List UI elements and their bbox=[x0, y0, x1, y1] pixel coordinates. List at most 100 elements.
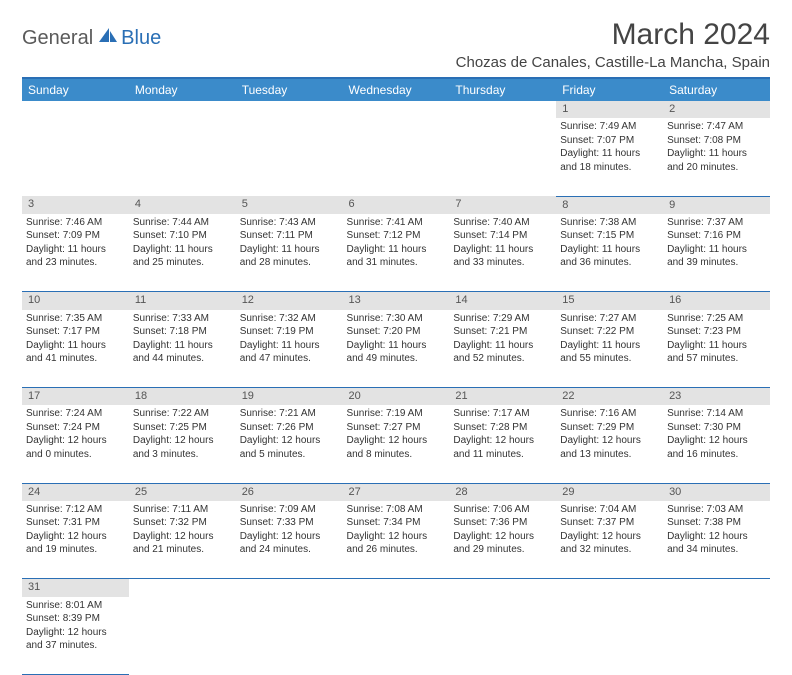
location: Chozas de Canales, Castille-La Mancha, S… bbox=[456, 54, 770, 71]
day-number-row: 3456789 bbox=[22, 196, 770, 214]
daylight-text: and 24 minutes. bbox=[240, 543, 339, 557]
daylight-text: and 57 minutes. bbox=[667, 352, 766, 366]
daylight-text: Daylight: 12 hours bbox=[133, 434, 232, 448]
day-number-cell: 7 bbox=[449, 196, 556, 214]
day-number-cell bbox=[556, 579, 663, 597]
day-cell: Sunrise: 7:04 AMSunset: 7:37 PMDaylight:… bbox=[556, 501, 663, 579]
daylight-text: Daylight: 12 hours bbox=[133, 530, 232, 544]
daylight-text: Daylight: 11 hours bbox=[667, 339, 766, 353]
daylight-text: Daylight: 12 hours bbox=[560, 530, 659, 544]
day-number-cell: 11 bbox=[129, 292, 236, 310]
daylight-text: and 11 minutes. bbox=[453, 448, 552, 462]
day-number-cell bbox=[129, 579, 236, 597]
sunrise-text: Sunrise: 7:21 AM bbox=[240, 407, 339, 421]
day-cell bbox=[556, 597, 663, 675]
daylight-text: Daylight: 12 hours bbox=[453, 530, 552, 544]
sunrise-text: Sunrise: 7:37 AM bbox=[667, 216, 766, 230]
day-cell: Sunrise: 7:44 AMSunset: 7:10 PMDaylight:… bbox=[129, 214, 236, 292]
daylight-text: and 25 minutes. bbox=[133, 256, 232, 270]
sunrise-text: Sunrise: 7:47 AM bbox=[667, 120, 766, 134]
day-number-cell bbox=[236, 579, 343, 597]
day-number-cell: 16 bbox=[663, 292, 770, 310]
day-number-row: 31 bbox=[22, 579, 770, 597]
daylight-text: and 36 minutes. bbox=[560, 256, 659, 270]
sunrise-text: Sunrise: 7:22 AM bbox=[133, 407, 232, 421]
day-cell: Sunrise: 7:22 AMSunset: 7:25 PMDaylight:… bbox=[129, 405, 236, 483]
day-content-row: Sunrise: 7:46 AMSunset: 7:09 PMDaylight:… bbox=[22, 214, 770, 292]
daylight-text: and 5 minutes. bbox=[240, 448, 339, 462]
sunset-text: Sunset: 7:22 PM bbox=[560, 325, 659, 339]
sunset-text: Sunset: 7:08 PM bbox=[667, 134, 766, 148]
day-cell: Sunrise: 7:32 AMSunset: 7:19 PMDaylight:… bbox=[236, 310, 343, 388]
sunset-text: Sunset: 7:16 PM bbox=[667, 229, 766, 243]
sunrise-text: Sunrise: 7:24 AM bbox=[26, 407, 125, 421]
daylight-text: and 33 minutes. bbox=[453, 256, 552, 270]
day-number-cell: 19 bbox=[236, 388, 343, 406]
day-cell: Sunrise: 7:16 AMSunset: 7:29 PMDaylight:… bbox=[556, 405, 663, 483]
day-cell bbox=[129, 597, 236, 675]
sunrise-text: Sunrise: 7:14 AM bbox=[667, 407, 766, 421]
day-content-row: Sunrise: 7:12 AMSunset: 7:31 PM Daylight:… bbox=[22, 501, 770, 579]
daylight-text: and 18 minutes. bbox=[560, 161, 659, 175]
day-cell: Sunrise: 7:11 AMSunset: 7:32 PMDaylight:… bbox=[129, 501, 236, 579]
day-cell: Sunrise: 7:03 AMSunset: 7:38 PMDaylight:… bbox=[663, 501, 770, 579]
day-number-cell: 14 bbox=[449, 292, 556, 310]
logo: General Blue bbox=[22, 18, 161, 51]
sunset-text: Sunset: 7:36 PM bbox=[453, 516, 552, 530]
day-cell bbox=[343, 597, 450, 675]
daylight-text: Daylight: 11 hours bbox=[240, 243, 339, 257]
daylight-text: Daylight: 11 hours bbox=[240, 339, 339, 353]
day-cell bbox=[449, 118, 556, 196]
daylight-text: Daylight: 11 hours bbox=[347, 339, 446, 353]
day-number-cell bbox=[343, 101, 450, 118]
logo-text-general: General bbox=[22, 27, 93, 50]
day-number-cell bbox=[343, 579, 450, 597]
logo-text-blue: Blue bbox=[121, 27, 161, 50]
daylight-text: Daylight: 11 hours bbox=[453, 339, 552, 353]
day-content-row: Sunrise: 8:01 AMSunset: 8:39 PMDaylight:… bbox=[22, 597, 770, 675]
weekday-header: Monday bbox=[129, 78, 236, 101]
day-number-cell: 28 bbox=[449, 483, 556, 501]
sunrise-text: Sunrise: 7:40 AM bbox=[453, 216, 552, 230]
day-number-cell bbox=[236, 101, 343, 118]
sunrise-text: Sunrise: 7:08 AM bbox=[347, 503, 446, 517]
sunrise-text: Sunrise: 7:27 AM bbox=[560, 312, 659, 326]
day-cell: Sunrise: 7:12 AMSunset: 7:31 PMDaylight:… bbox=[22, 501, 129, 579]
day-number-cell: 8 bbox=[556, 196, 663, 214]
day-cell bbox=[663, 597, 770, 675]
title-block: March 2024 Chozas de Canales, Castille-L… bbox=[456, 18, 770, 71]
daylight-text: Daylight: 11 hours bbox=[667, 147, 766, 161]
sunrise-text: Sunrise: 7:12 AM bbox=[26, 503, 125, 517]
day-number-cell: 1 bbox=[556, 101, 663, 118]
sunrise-text: Sunrise: 7:25 AM bbox=[667, 312, 766, 326]
sunset-text: Sunset: 7:09 PM bbox=[26, 229, 125, 243]
day-number-row: 10111213141516 bbox=[22, 292, 770, 310]
daylight-text: and 52 minutes. bbox=[453, 352, 552, 366]
sunset-text: Sunset: 7:18 PM bbox=[133, 325, 232, 339]
sunrise-text: Sunrise: 7:44 AM bbox=[133, 216, 232, 230]
daylight-text: Daylight: 11 hours bbox=[560, 147, 659, 161]
day-cell: Sunrise: 7:33 AMSunset: 7:18 PMDaylight:… bbox=[129, 310, 236, 388]
day-number-cell: 24 bbox=[22, 483, 129, 501]
sunrise-text: Sunrise: 7:41 AM bbox=[347, 216, 446, 230]
day-content-row: Sunrise: 7:35 AMSunset: 7:17 PMDaylight:… bbox=[22, 310, 770, 388]
sunset-text: Sunset: 7:15 PM bbox=[560, 229, 659, 243]
sunset-text: Sunset: 7:07 PM bbox=[560, 134, 659, 148]
daylight-text: and 19 minutes. bbox=[26, 543, 125, 557]
sunset-text: Sunset: 7:33 PM bbox=[240, 516, 339, 530]
sunset-text: Sunset: 7:14 PM bbox=[453, 229, 552, 243]
daylight-text: Daylight: 11 hours bbox=[26, 243, 125, 257]
day-cell: Sunrise: 7:24 AMSunset: 7:24 PMDaylight:… bbox=[22, 405, 129, 483]
day-cell: Sunrise: 7:09 AMSunset: 7:33 PMDaylight:… bbox=[236, 501, 343, 579]
daylight-text: Daylight: 11 hours bbox=[560, 243, 659, 257]
day-cell: Sunrise: 7:19 AMSunset: 7:27 PMDaylight:… bbox=[343, 405, 450, 483]
day-number-cell: 29 bbox=[556, 483, 663, 501]
sail-icon bbox=[97, 26, 119, 49]
daylight-text: Daylight: 11 hours bbox=[560, 339, 659, 353]
daylight-text: Daylight: 11 hours bbox=[133, 243, 232, 257]
sunset-text: Sunset: 7:31 PM bbox=[26, 516, 125, 530]
day-number-row: 17181920212223 bbox=[22, 388, 770, 406]
daylight-text: Daylight: 11 hours bbox=[667, 243, 766, 257]
day-number-cell: 31 bbox=[22, 579, 129, 597]
sunrise-text: Sunrise: 7:06 AM bbox=[453, 503, 552, 517]
